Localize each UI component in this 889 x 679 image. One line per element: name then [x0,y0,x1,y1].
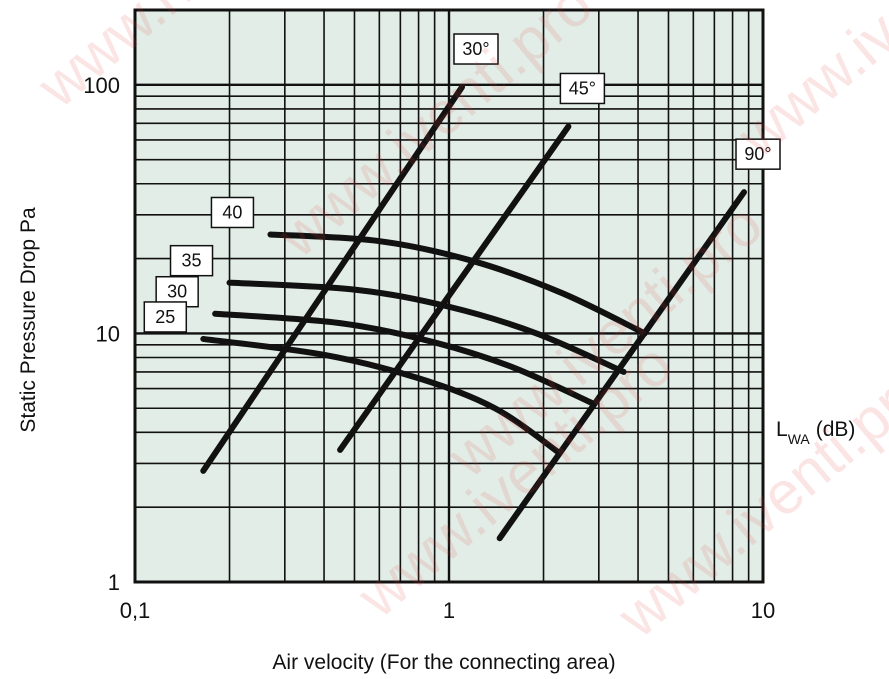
lwa-main: L [776,418,788,441]
sound-level-tag-text: 35 [182,251,202,271]
y-tick-label: 100 [83,73,120,98]
y-tick-label: 1 [108,570,120,595]
angle-tag-text: 30° [462,39,489,59]
sound-level-tag: 25 [143,301,188,333]
sound-level-tag-box [143,301,188,333]
sound-level-curve-25 [200,335,563,457]
x-tick-label: 10 [751,598,775,623]
sound-level-tag-box [169,244,214,277]
angle-tag-box [453,33,499,65]
sound-level-tag-text: 40 [222,202,242,222]
x-tick-label: 1 [443,598,455,623]
angle-tag-text: 45° [569,78,596,98]
series-layer [200,84,748,542]
series-tags: 40 35 30 25 30° 45° 90° [143,33,781,333]
angle-line [496,189,748,542]
sound-level-tag-box [210,196,255,229]
y-tick-label: 10 [96,321,120,346]
sound-level-tag-text: 30 [167,282,187,302]
sound-level-tag: 40 [210,196,255,229]
angle-line [337,123,572,453]
sound-level-tag: 35 [169,244,214,277]
angle-tag-box [735,138,781,170]
lwa-unit-label: LWA (dB) [776,418,855,447]
sound-level-tag-text: 25 [155,307,175,327]
x-tick-label: 0,1 [120,598,151,623]
lwa-subscript: WA [788,431,811,447]
x-axis-title: Air velocity (For the connecting area) [272,651,615,674]
y-axis-title: Static Pressure Drop Pa [17,207,40,433]
y-axis-ticks: 1 10 100 [83,73,120,595]
angle-tag-box [559,72,606,105]
sound-level-curve-35 [226,279,627,375]
angle-tag: 30° [453,33,499,65]
x-axis-ticks: 0,1 1 10 [120,598,776,623]
angle-tag: 45° [559,72,606,105]
plot-frame [133,8,765,584]
angle-tag-text: 90° [744,144,771,164]
sound-level-curve-30 [212,310,598,408]
angle-tag: 90° [735,138,781,170]
angle-line [200,84,465,474]
lwa-unit: (dB) [816,418,856,441]
